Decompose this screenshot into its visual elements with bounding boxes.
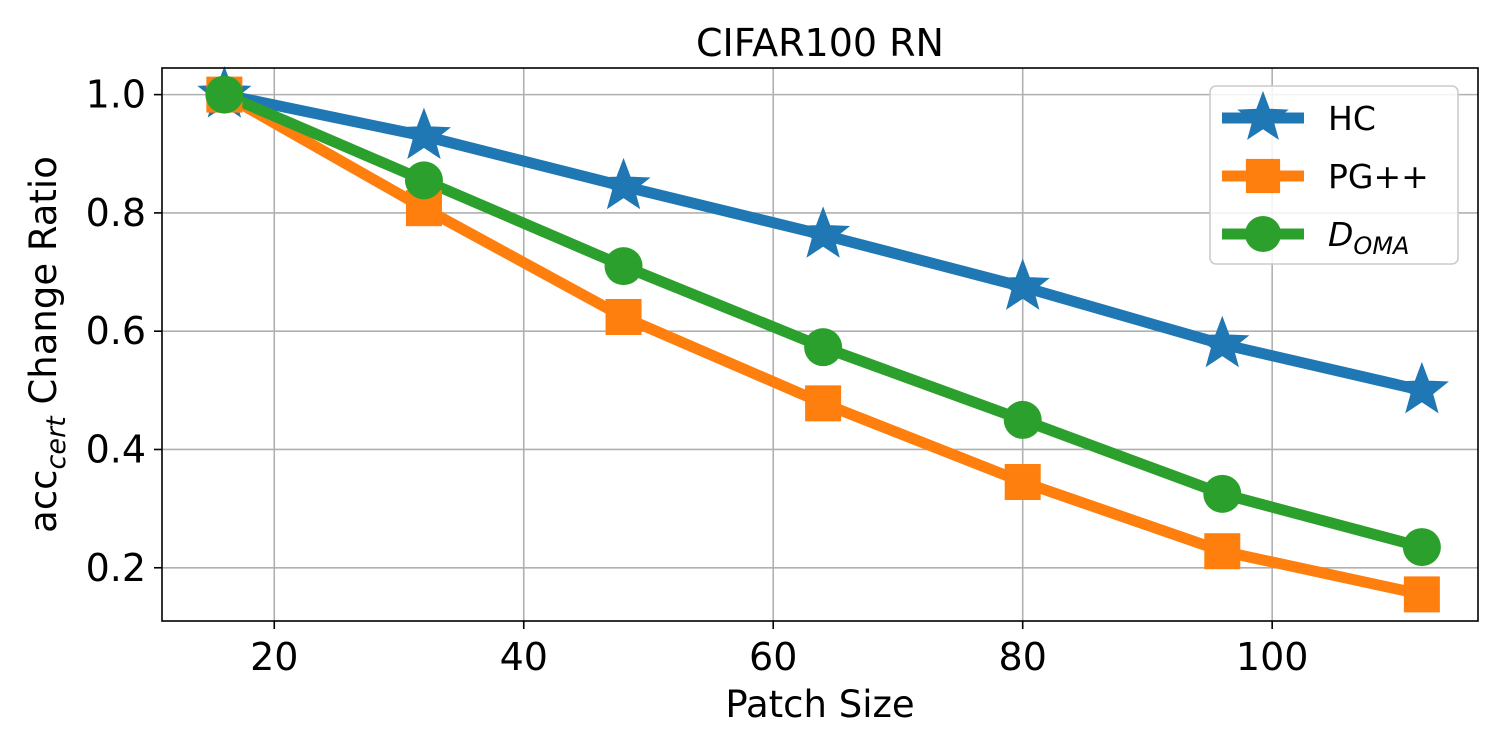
y-axis-title-rest: Change Ratio (22, 156, 65, 416)
data-point-pg (1204, 533, 1240, 569)
legend-label-hc: HC (1328, 99, 1376, 138)
y-axis-title-main: acc (22, 469, 65, 532)
data-point-hc (598, 159, 649, 208)
y-tick-label: 0.2 (86, 546, 146, 590)
legend-label-main: PG++ (1328, 157, 1429, 196)
legend: HC PG++ DOMA (1210, 86, 1458, 264)
y-tick-label: 0.8 (86, 191, 146, 235)
x-tick-label: 20 (250, 635, 298, 679)
data-point-pg (805, 385, 841, 421)
legend-marker-pg (1246, 159, 1280, 193)
data-point-hc (797, 208, 848, 257)
data-point-doma (605, 247, 643, 285)
data-point-doma (1403, 528, 1441, 566)
legend-label-subscript: OMA (1353, 232, 1409, 260)
x-axis-ticks: 20 40 60 80 100 (250, 621, 1308, 679)
data-point-doma (205, 76, 243, 114)
x-tick-label: 100 (1236, 635, 1309, 679)
x-axis-title: Patch Size (725, 683, 914, 726)
y-tick-label: 1.0 (86, 73, 146, 117)
data-point-hc (1197, 317, 1248, 366)
legend-label-main: D (1328, 215, 1353, 254)
y-tick-label: 0.4 (86, 427, 146, 471)
y-axis-title-subscript: cert (41, 415, 72, 470)
chart-title: CIFAR100 RN (696, 21, 944, 65)
data-point-pg (1005, 464, 1041, 500)
data-point-doma (1203, 475, 1241, 513)
legend-label-pg: PG++ (1328, 157, 1429, 196)
data-point-doma (405, 161, 443, 199)
y-axis-title: acccert Change Ratio (22, 156, 72, 533)
data-point-hc (1396, 363, 1447, 412)
x-tick-label: 60 (749, 635, 797, 679)
data-point-hc (398, 109, 449, 158)
data-point-pg (606, 299, 642, 335)
legend-label-main: HC (1328, 99, 1376, 138)
data-point-pg (1404, 576, 1440, 612)
data-point-doma (1004, 401, 1042, 439)
y-tick-label: 0.6 (86, 309, 146, 353)
y-axis-ticks: 0.2 0.4 0.6 0.8 1.0 (86, 73, 162, 590)
data-point-doma (804, 328, 842, 366)
x-tick-label: 40 (500, 635, 548, 679)
x-tick-label: 80 (999, 635, 1047, 679)
legend-marker-doma (1245, 216, 1281, 252)
